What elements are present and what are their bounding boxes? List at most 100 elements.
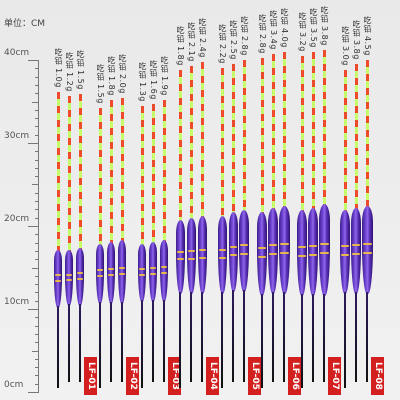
ruler-tick — [35, 110, 38, 111]
ruler-tick — [28, 143, 38, 144]
float-tip — [190, 66, 193, 222]
float-load-label: 吃铅 3.5g — [309, 8, 318, 48]
ruler-tick — [35, 118, 38, 119]
float-gold-band — [97, 269, 103, 271]
unit-title: 单位：CM — [4, 19, 46, 29]
ruler-tick — [32, 184, 38, 185]
float-tip — [355, 64, 358, 212]
float-load-label: 吃铅 1.3g — [138, 62, 147, 102]
float-tip — [99, 108, 102, 248]
ruler-tick — [35, 85, 38, 86]
ruler-tick — [35, 276, 38, 277]
float-gold-band — [55, 274, 61, 276]
ruler-tick — [35, 259, 38, 260]
ruler-tick — [35, 193, 38, 194]
float-gold-band — [279, 243, 289, 245]
float-stem — [323, 294, 325, 382]
float-body — [361, 206, 373, 294]
ruler-tick — [35, 151, 38, 152]
ruler-tick — [35, 126, 38, 127]
ruler-tick — [35, 359, 38, 360]
ruler-tick — [35, 68, 38, 69]
float-tip — [179, 70, 182, 224]
ruler-tick — [35, 251, 38, 252]
float-stem — [243, 290, 245, 382]
float-gold-band — [55, 280, 61, 282]
float-gold-band — [362, 252, 372, 254]
model-tag: LF-07 — [328, 357, 341, 395]
float-gold-band — [187, 258, 195, 260]
float-gold-band — [352, 244, 360, 246]
float-stem — [221, 292, 223, 388]
float-load-label: 吃铅 4.0g — [280, 8, 289, 48]
float-load-label: 吃铅 1.9g — [160, 56, 169, 96]
ruler-tick — [28, 60, 38, 61]
ruler-tick — [32, 351, 38, 352]
float-body — [186, 218, 196, 294]
float-stem — [110, 302, 112, 382]
ruler-tick — [35, 160, 38, 161]
float-stem — [57, 306, 59, 388]
float-tip — [152, 104, 155, 246]
float-load-label: 吃铅 2.2g — [218, 24, 227, 64]
float-gold-band — [362, 243, 372, 245]
float-tip — [301, 56, 304, 214]
ruler-tick — [35, 334, 38, 335]
float-gold-band — [150, 273, 156, 275]
ruler-tick — [32, 102, 38, 103]
float-stem — [79, 304, 81, 382]
float-body — [268, 208, 278, 294]
ruler-tick — [35, 317, 38, 318]
ruler-tick — [35, 243, 38, 244]
float-tip — [141, 106, 144, 248]
float-tip — [110, 100, 113, 246]
float-tip — [366, 60, 369, 210]
float-tip — [201, 62, 204, 220]
float-gold-band — [161, 266, 167, 268]
float-body — [278, 206, 290, 294]
float-stem — [344, 292, 346, 388]
float-body — [228, 212, 238, 292]
float-gold-band — [139, 274, 145, 276]
float-load-label: 吃铅 3.2g — [298, 12, 307, 52]
float-tip — [344, 70, 347, 214]
float-gold-band — [298, 246, 306, 248]
ruler-tick — [35, 284, 38, 285]
float-stem — [366, 292, 368, 382]
float-gold-band — [319, 252, 329, 254]
ruler-tick — [35, 234, 38, 235]
model-tag: LF-06 — [288, 357, 301, 395]
ruler-tick — [35, 176, 38, 177]
model-tag: LF-02 — [126, 357, 139, 395]
float-gold-band — [176, 258, 184, 260]
float-stem — [201, 292, 203, 382]
float-load-label: 吃铅 3.8g — [352, 20, 361, 60]
float-gold-band — [198, 249, 206, 251]
float-tip — [221, 68, 224, 220]
ruler-tick — [35, 201, 38, 202]
float-body — [96, 244, 104, 304]
float-gold-band — [341, 245, 349, 247]
float-load-label: 吃铅 1.5g — [96, 64, 105, 104]
float-stem — [190, 292, 192, 382]
float-tip — [323, 50, 326, 208]
float-stem — [312, 294, 314, 382]
float-gold-band — [66, 279, 72, 281]
float-body — [107, 242, 115, 304]
model-tag: LF-05 — [248, 357, 261, 395]
float-gold-band — [279, 252, 289, 254]
ruler-tick — [35, 367, 38, 368]
float-gold-band — [218, 249, 226, 251]
float-gold-band — [240, 253, 248, 255]
ruler-label-40: 40cm — [4, 48, 30, 58]
float-stem — [301, 294, 303, 388]
float-tip — [272, 54, 275, 212]
ruler-label-0: 0cm — [4, 380, 24, 390]
float-gold-band — [298, 255, 306, 257]
float-stem — [99, 302, 101, 388]
float-gold-band — [77, 278, 83, 280]
float-tip — [232, 64, 235, 216]
float-load-label: 吃铅 1.0g — [54, 48, 63, 88]
float-tip — [68, 96, 71, 254]
